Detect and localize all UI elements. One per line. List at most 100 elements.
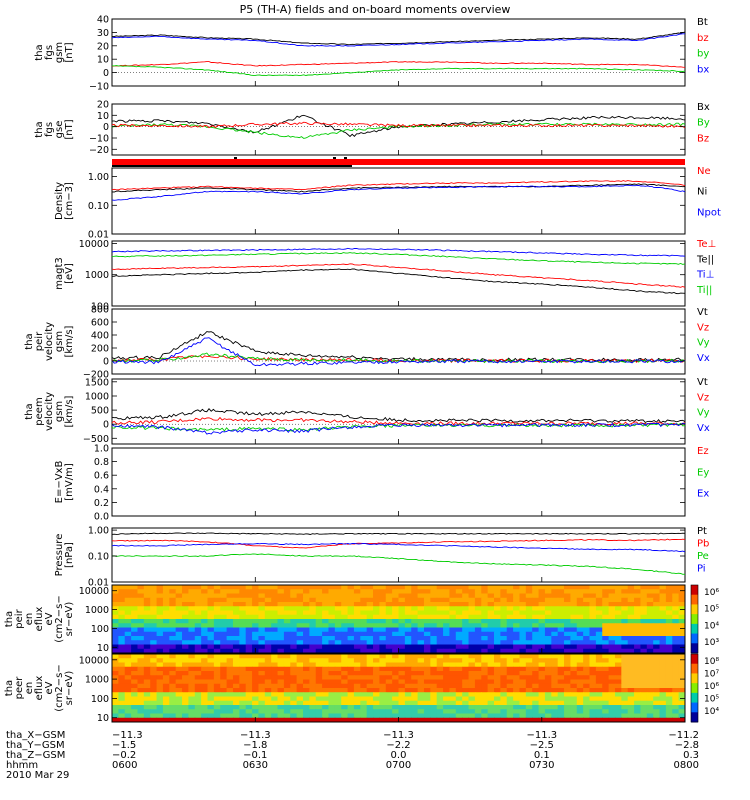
heatmap-cell	[360, 640, 368, 645]
heatmap-cell	[131, 688, 138, 693]
heatmap-cell	[118, 658, 126, 663]
heatmap-cell	[487, 627, 495, 633]
heatmap-cell	[296, 671, 304, 676]
heatmap-cell	[175, 696, 183, 702]
mode-bar-mark	[344, 157, 347, 159]
y-axis-label-line: [nPa]	[64, 542, 75, 568]
heatmap-cell	[226, 585, 234, 590]
heatmap-cell	[213, 692, 221, 697]
heatmap-cell	[583, 627, 590, 633]
heatmap-cell	[557, 713, 565, 719]
heatmap-cell	[239, 683, 247, 689]
y-tick-label: 0.6	[94, 471, 109, 482]
heatmap-cell	[634, 593, 641, 599]
heatmap-cell	[423, 593, 431, 599]
heatmap-cell	[659, 606, 667, 611]
heatmap-cell	[353, 717, 361, 723]
heatmap-cell	[551, 619, 559, 624]
heatmap-cell	[379, 658, 387, 663]
heatmap-cell	[500, 700, 508, 706]
heatmap-cell	[474, 602, 482, 607]
heatmap-cell	[538, 627, 546, 633]
heatmap-cell	[538, 640, 546, 645]
heatmap-cell	[162, 631, 170, 637]
heatmap-cell	[564, 696, 571, 702]
heatmap-cell	[194, 709, 202, 714]
heatmap-cell	[474, 606, 482, 611]
heatmap-cell	[474, 654, 482, 659]
heatmap-cell	[538, 593, 546, 599]
heatmap-cell	[385, 648, 393, 654]
heatmap-cell	[353, 585, 361, 590]
heatmap-cell	[112, 688, 119, 693]
heatmap-cell	[532, 658, 540, 663]
heatmap-cell	[353, 692, 361, 697]
heatmap-cell	[487, 658, 495, 663]
heatmap-cell	[353, 654, 361, 659]
heatmap-cell	[303, 606, 310, 611]
legend-entry: Pt	[697, 526, 707, 537]
heatmap-cell	[143, 614, 151, 620]
heatmap-cell	[519, 671, 527, 676]
heatmap-cell	[162, 688, 170, 693]
heatmap-cell	[634, 692, 641, 697]
heatmap-cell	[150, 692, 158, 697]
heatmap-cell	[296, 679, 304, 685]
colorbar-tick-label: 10⁵	[704, 695, 719, 705]
heatmap-cell	[392, 602, 399, 607]
heatmap-cell	[500, 623, 508, 628]
heatmap-cell	[296, 696, 304, 702]
heatmap-cell	[570, 717, 578, 723]
heatmap-cell	[118, 713, 126, 719]
heatmap-cell	[194, 658, 202, 663]
heatmap-cell	[315, 717, 323, 723]
heatmap-cell	[328, 614, 336, 620]
heatmap-cell	[347, 662, 355, 668]
heatmap-cell	[296, 683, 304, 689]
heatmap-cell	[532, 614, 540, 620]
heatmap-cell	[296, 644, 304, 650]
y-axis-label-line: tha	[34, 44, 45, 60]
heatmap-cell	[341, 623, 349, 628]
heatmap-cell	[131, 636, 138, 641]
heatmap-cell	[532, 688, 540, 693]
heatmap-cell	[423, 700, 431, 706]
heatmap-cell	[296, 631, 304, 637]
heatmap-cell	[481, 614, 489, 620]
heatmap-cell	[602, 675, 610, 680]
heatmap-cell	[258, 644, 266, 650]
heatmap-cell	[213, 627, 221, 633]
heatmap-cell	[595, 644, 603, 650]
heatmap-cell	[252, 692, 259, 697]
heatmap-cell	[653, 631, 661, 637]
heatmap-cell	[373, 692, 380, 697]
y-axis-label-line: (cm2−s−	[54, 595, 65, 642]
heatmap-cell	[131, 640, 138, 645]
heatmap-cell	[341, 593, 349, 599]
heatmap-cell	[201, 709, 208, 714]
heatmap-cell	[239, 585, 247, 590]
heatmap-cell	[595, 636, 603, 641]
heatmap-cell	[271, 683, 279, 689]
heatmap-cell	[398, 679, 406, 685]
heatmap-cell	[564, 692, 571, 697]
heatmap-cell	[417, 631, 425, 637]
heatmap-cell	[653, 640, 661, 645]
heatmap-cell	[207, 648, 215, 654]
heatmap-cell	[341, 602, 349, 607]
heatmap-cell	[207, 700, 215, 706]
heatmap-cell	[175, 644, 183, 650]
heatmap-cell	[264, 683, 272, 689]
heatmap-cell	[341, 705, 349, 710]
heatmap-cell	[519, 658, 527, 663]
heatmap-cell	[423, 602, 431, 607]
heatmap-cell	[487, 619, 495, 624]
heatmap-cell	[678, 606, 686, 611]
heatmap-cell	[646, 614, 654, 620]
heatmap-cell	[640, 585, 648, 590]
heatmap-cell	[468, 606, 476, 611]
heatmap-cell	[373, 713, 380, 719]
heatmap-cell	[557, 627, 565, 633]
heatmap-cell	[341, 658, 349, 663]
heatmap-cell	[608, 683, 616, 689]
